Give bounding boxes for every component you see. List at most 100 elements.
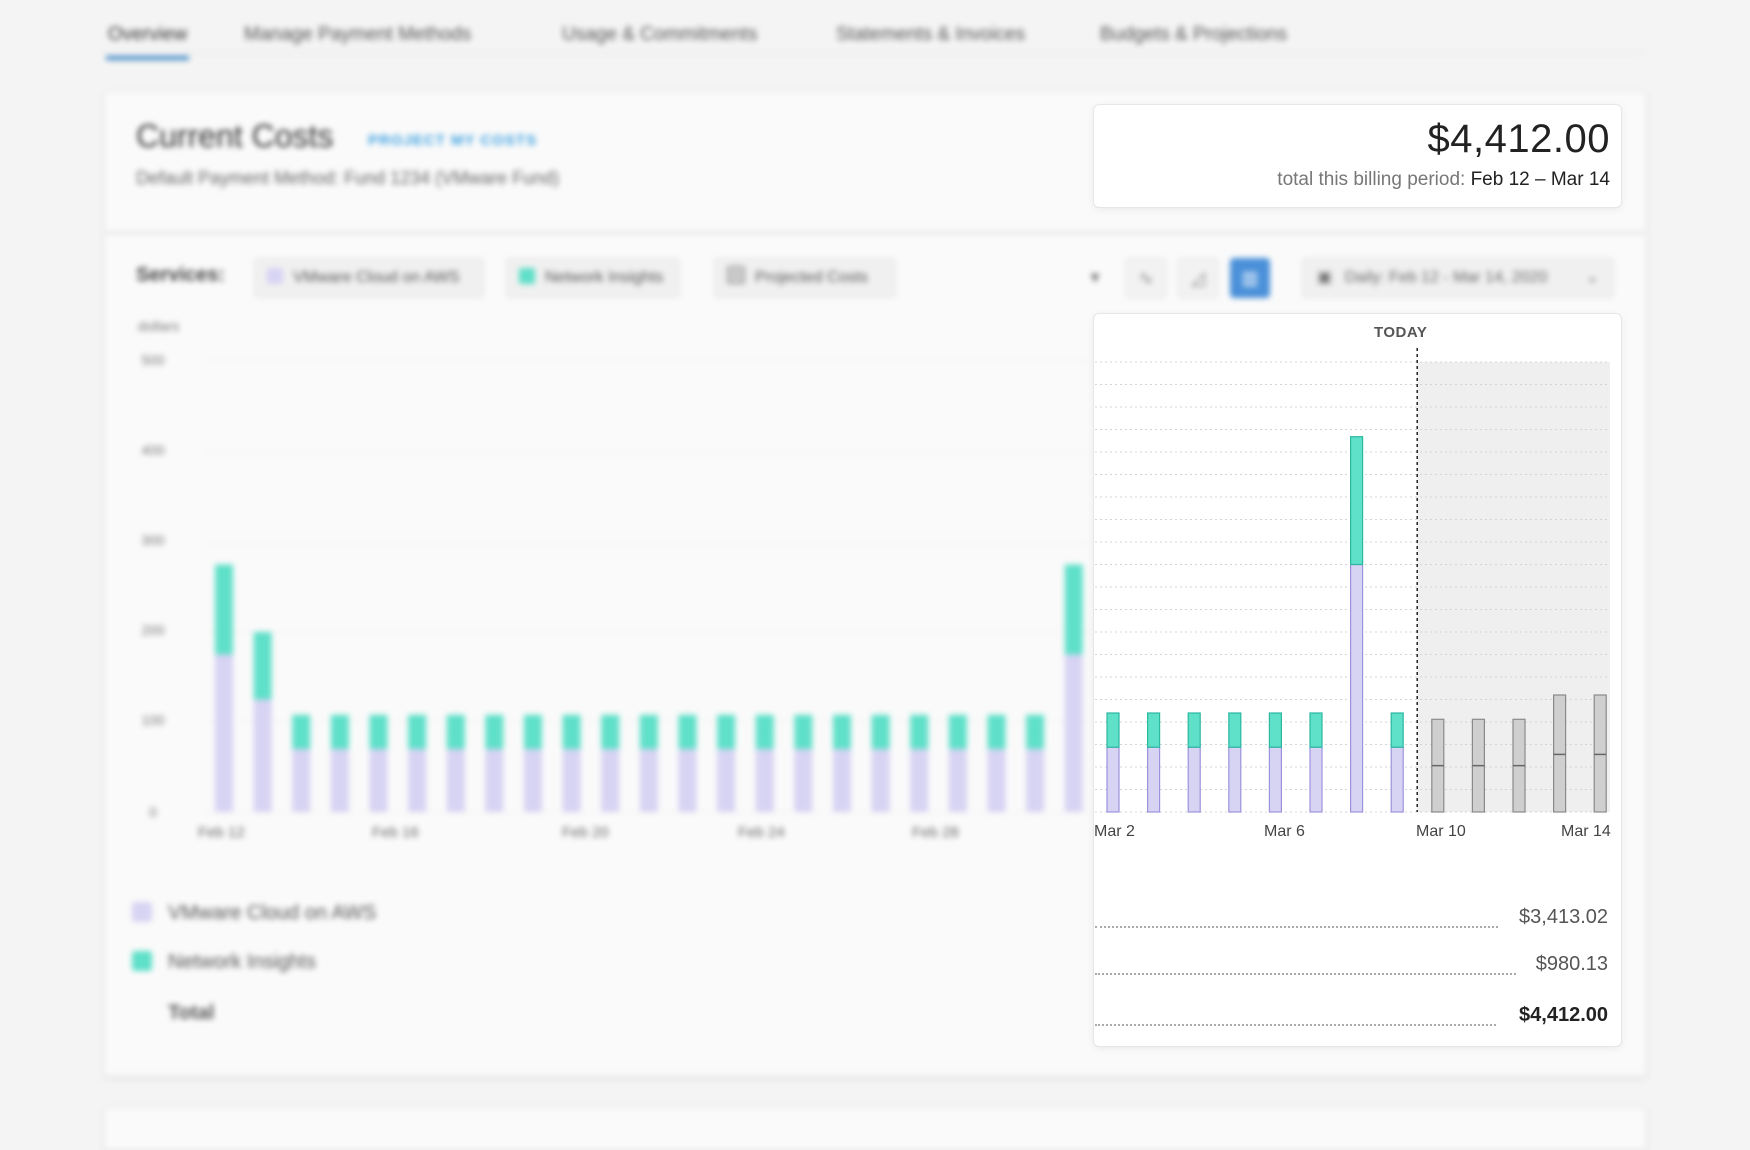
bar-segment [639,714,658,749]
payment-method-subtitle: Default Payment Method: Fund 1234 (VMwar… [136,168,560,188]
bar-segment [253,632,272,700]
x-tick: Mar 10 [1416,823,1466,840]
bar-vmware-cloud [1390,746,1404,813]
line-chart-icon[interactable]: ∿ [1126,258,1166,298]
services-label: Services: [136,264,225,286]
billing-period-dates: Feb 12 – Mar 14 [1470,169,1610,190]
legend-vmware-cloud: VMware Cloud on AWS [132,902,376,932]
x-tick: Feb 20 [562,824,609,841]
bar-segment [523,714,542,749]
area-chart-icon[interactable]: ◿ [1178,258,1218,298]
bar-segment [446,714,465,749]
leader-dots [1095,973,1516,975]
bar-vmware-cloud [1349,563,1364,813]
bar-network-insights [1390,712,1404,748]
legend-total: Total [168,1002,215,1024]
bar-vmware-cloud [1106,746,1120,813]
bar-chart-icon[interactable]: ▥ [1230,258,1270,298]
bar-segment [832,749,851,812]
bar-projected [1593,694,1607,813]
bar-segment [639,749,658,812]
bar-network-insights [1187,712,1201,748]
leader-dots [1095,1024,1496,1026]
filter-icon[interactable]: ▾ [1090,267,1100,287]
bar-segment [717,749,736,812]
bar-segment [562,749,581,812]
summary-value: $980.13 [1529,953,1608,976]
summary-value: $4,412.00 [1513,1004,1608,1027]
bar-segment [794,714,813,749]
bar-segment [408,749,427,812]
swatch-icon [132,902,152,922]
bar-vmware-cloud [1187,746,1201,813]
bar-segment [601,714,620,749]
calendar-icon: ▣ [1317,269,1333,286]
bar-network-insights [1146,712,1161,748]
bar-segment [485,749,504,812]
x-tick: Feb 24 [738,824,785,841]
filter-network-insights[interactable]: Network Insights [506,258,680,298]
total-cost-card: $4,412.00 total this billing period: Feb… [1093,104,1622,208]
filter-projected-costs[interactable]: Projected Costs [714,258,896,298]
bar-network-insights [1268,712,1283,748]
bar-segment [292,749,311,812]
date-range-select[interactable]: ▣ Daily: Feb 12 - Mar 14, 2020 ⌄ [1302,258,1614,298]
x-tick: Mar 6 [1264,823,1305,840]
y-tick: 0 [149,804,157,820]
swatch-icon [132,951,152,971]
x-tick: Feb 12 [198,824,245,841]
total-amount: $4,412.00 [1427,117,1610,161]
bar-segment [794,749,813,812]
leader-dots [1095,926,1498,928]
y-tick: 100 [141,712,165,728]
filter-label: VMware Cloud on AWS [293,269,460,286]
summary-row-total: $4,412.00 [1095,1004,1608,1034]
x-tick: Mar 2 [1094,823,1135,840]
bar-segment [832,714,851,749]
bar-segment [948,749,967,812]
filter-vmware-cloud[interactable]: VMware Cloud on AWS [254,258,484,298]
tab-manage-payment-methods[interactable]: Manage Payment Methods [244,24,472,45]
bar-segment [871,749,890,812]
bar-network-insights [1349,436,1364,566]
bar-network-insights [1228,712,1242,748]
billing-period-label: total this billing period: [1277,169,1466,190]
bar-segment [485,714,504,749]
summary-row-network-insights: $980.13 [1095,953,1608,983]
bar-segment [678,714,697,749]
bar-vmware-cloud [1268,746,1283,813]
tab-usage-commitments[interactable]: Usage & Commitments [562,24,758,45]
summary-value: $3,413.02 [1513,906,1608,929]
y-tick: 400 [141,442,165,458]
swatch-icon [727,266,745,284]
bar-network-insights [1106,712,1120,748]
bar-segment [1026,714,1045,749]
chevron-down-icon: ⌄ [1585,269,1599,286]
bar-segment [755,714,774,749]
bar-segment [678,749,697,812]
filter-label: Network Insights [545,269,664,286]
bar-segment [755,749,774,812]
tab-budgets-projections[interactable]: Budgets & Projections [1100,24,1287,45]
bar-segment [948,714,967,749]
swatch-icon [267,268,283,284]
bar-segment [1064,654,1083,812]
y-tick: 500 [141,352,165,368]
bar-segment [215,654,233,812]
tab-overview[interactable]: Overview [105,24,190,60]
swatch-icon [519,268,535,284]
y-axis-unit: dollars [138,318,180,334]
x-tick: Feb 16 [372,824,419,841]
billing-period: total this billing period: Feb 12 – Mar … [1277,169,1610,191]
tab-statements-invoices[interactable]: Statements & Invoices [836,24,1026,45]
bar-segment [1026,749,1045,812]
bar-segment [601,749,620,812]
project-costs-link[interactable]: PROJECT MY COSTS [368,132,538,149]
today-label: TODAY [1374,324,1428,341]
bar-segment [292,714,311,749]
bar-segment [987,749,1006,812]
bar-segment [910,749,929,812]
date-range-label: Daily: Feb 12 - Mar 14, 2020 [1344,269,1548,286]
